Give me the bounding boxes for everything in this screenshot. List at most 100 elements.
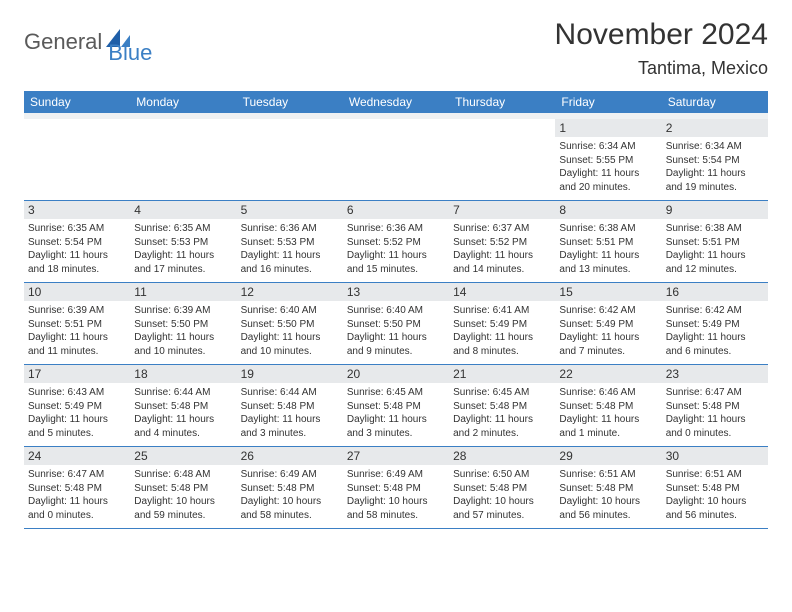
day-details: Sunrise: 6:39 AMSunset: 5:50 PMDaylight:… bbox=[134, 304, 232, 358]
day-details: Sunrise: 6:41 AMSunset: 5:49 PMDaylight:… bbox=[453, 304, 551, 358]
daylight-text: Daylight: 11 hours and 15 minutes. bbox=[347, 249, 445, 276]
day-cell: 16Sunrise: 6:42 AMSunset: 5:49 PMDayligh… bbox=[662, 283, 768, 364]
daylight-text: Daylight: 11 hours and 6 minutes. bbox=[666, 331, 764, 358]
day-cell: 26Sunrise: 6:49 AMSunset: 5:48 PMDayligh… bbox=[237, 447, 343, 528]
daylight-text: Daylight: 11 hours and 8 minutes. bbox=[453, 331, 551, 358]
day-details: Sunrise: 6:36 AMSunset: 5:52 PMDaylight:… bbox=[347, 222, 445, 276]
daylight-text: Daylight: 11 hours and 17 minutes. bbox=[134, 249, 232, 276]
sunrise-text: Sunrise: 6:50 AM bbox=[453, 468, 551, 482]
day-cell: 30 Sunrise: 6:51 AMSunset: 5:48 PMDayligh… bbox=[662, 447, 768, 528]
sunset-text: Sunset: 5:48 PM bbox=[28, 482, 126, 496]
day-details: Sunrise: 6:44 AMSunset: 5:48 PMDaylight:… bbox=[134, 386, 232, 440]
sunset-text: Sunset: 5:48 PM bbox=[347, 482, 445, 496]
day-number: 29 bbox=[555, 447, 661, 465]
day-cell: 2 Sunrise: 6:34 AMSunset: 5:54 PMDaylight… bbox=[662, 119, 768, 200]
day-details: Sunrise: 6:38 AMSunset: 5:51 PMDaylight:… bbox=[666, 222, 764, 276]
dow-cell: Thursday bbox=[449, 91, 555, 113]
sunrise-text: Sunrise: 6:45 AM bbox=[347, 386, 445, 400]
day-cell: 5Sunrise: 6:36 AMSunset: 5:53 PMDaylight… bbox=[237, 201, 343, 282]
sunset-text: Sunset: 5:48 PM bbox=[134, 400, 232, 414]
day-number: 18 bbox=[130, 365, 236, 383]
sunset-text: Sunset: 5:48 PM bbox=[134, 482, 232, 496]
day-details: Sunrise: 6:45 AMSunset: 5:48 PMDaylight:… bbox=[347, 386, 445, 440]
day-details: Sunrise: 6:50 AMSunset: 5:48 PMDaylight:… bbox=[453, 468, 551, 522]
dow-cell: Tuesday bbox=[237, 91, 343, 113]
week-row: 10Sunrise: 6:39 AMSunset: 5:51 PMDayligh… bbox=[24, 283, 768, 365]
sunset-text: Sunset: 5:48 PM bbox=[241, 400, 339, 414]
day-number: 3 bbox=[24, 201, 130, 219]
daylight-text: Daylight: 11 hours and 5 minutes. bbox=[28, 413, 126, 440]
day-details: Sunrise: 6:38 AMSunset: 5:51 PMDaylight:… bbox=[559, 222, 657, 276]
day-details: Sunrise: 6:35 AMSunset: 5:54 PMDaylight:… bbox=[28, 222, 126, 276]
day-details: Sunrise: 6:34 AMSunset: 5:54 PMDaylight:… bbox=[666, 140, 764, 194]
day-details: Sunrise: 6:36 AMSunset: 5:53 PMDaylight:… bbox=[241, 222, 339, 276]
sunset-text: Sunset: 5:50 PM bbox=[134, 318, 232, 332]
week-row: 24Sunrise: 6:47 AMSunset: 5:48 PMDayligh… bbox=[24, 447, 768, 529]
sunrise-text: Sunrise: 6:34 AM bbox=[559, 140, 657, 154]
sunset-text: Sunset: 5:49 PM bbox=[559, 318, 657, 332]
day-details: Sunrise: 6:44 AMSunset: 5:48 PMDaylight:… bbox=[241, 386, 339, 440]
sunrise-text: Sunrise: 6:42 AM bbox=[559, 304, 657, 318]
day-details: Sunrise: 6:49 AMSunset: 5:48 PMDaylight:… bbox=[347, 468, 445, 522]
day-cell: 27Sunrise: 6:49 AMSunset: 5:48 PMDayligh… bbox=[343, 447, 449, 528]
sunset-text: Sunset: 5:53 PM bbox=[241, 236, 339, 250]
daylight-text: Daylight: 11 hours and 16 minutes. bbox=[241, 249, 339, 276]
daylight-text: Daylight: 11 hours and 20 minutes. bbox=[559, 167, 657, 194]
daylight-text: Daylight: 11 hours and 13 minutes. bbox=[559, 249, 657, 276]
location-label: Tantima, Mexico bbox=[555, 58, 768, 79]
day-details: Sunrise: 6:51 AMSunset: 5:48 PMDaylight:… bbox=[666, 468, 764, 522]
sunrise-text: Sunrise: 6:40 AM bbox=[241, 304, 339, 318]
daylight-text: Daylight: 11 hours and 2 minutes. bbox=[453, 413, 551, 440]
sunset-text: Sunset: 5:49 PM bbox=[28, 400, 126, 414]
sunset-text: Sunset: 5:52 PM bbox=[453, 236, 551, 250]
day-details: Sunrise: 6:43 AMSunset: 5:49 PMDaylight:… bbox=[28, 386, 126, 440]
dow-cell: Wednesday bbox=[343, 91, 449, 113]
day-of-week-header: SundayMondayTuesdayWednesdayThursdayFrid… bbox=[24, 91, 768, 113]
day-number: 24 bbox=[24, 447, 130, 465]
sunrise-text: Sunrise: 6:47 AM bbox=[28, 468, 126, 482]
day-details: Sunrise: 6:49 AMSunset: 5:48 PMDaylight:… bbox=[241, 468, 339, 522]
daylight-text: Daylight: 11 hours and 0 minutes. bbox=[28, 495, 126, 522]
daylight-text: Daylight: 11 hours and 3 minutes. bbox=[241, 413, 339, 440]
day-number: 8 bbox=[555, 201, 661, 219]
day-cell: 7Sunrise: 6:37 AMSunset: 5:52 PMDaylight… bbox=[449, 201, 555, 282]
sunset-text: Sunset: 5:48 PM bbox=[241, 482, 339, 496]
day-cell: 4Sunrise: 6:35 AMSunset: 5:53 PMDaylight… bbox=[130, 201, 236, 282]
daylight-text: Daylight: 10 hours and 57 minutes. bbox=[453, 495, 551, 522]
sunset-text: Sunset: 5:49 PM bbox=[666, 318, 764, 332]
sunset-text: Sunset: 5:48 PM bbox=[347, 400, 445, 414]
sunrise-text: Sunrise: 6:36 AM bbox=[241, 222, 339, 236]
day-number: 21 bbox=[449, 365, 555, 383]
sunset-text: Sunset: 5:54 PM bbox=[28, 236, 126, 250]
day-details: Sunrise: 6:40 AMSunset: 5:50 PMDaylight:… bbox=[241, 304, 339, 358]
day-cell: 21Sunrise: 6:45 AMSunset: 5:48 PMDayligh… bbox=[449, 365, 555, 446]
sunrise-text: Sunrise: 6:47 AM bbox=[666, 386, 764, 400]
daylight-text: Daylight: 10 hours and 58 minutes. bbox=[347, 495, 445, 522]
sunset-text: Sunset: 5:54 PM bbox=[666, 154, 764, 168]
sunset-text: Sunset: 5:49 PM bbox=[453, 318, 551, 332]
daylight-text: Daylight: 11 hours and 9 minutes. bbox=[347, 331, 445, 358]
dow-cell: Monday bbox=[130, 91, 236, 113]
sunset-text: Sunset: 5:50 PM bbox=[241, 318, 339, 332]
day-number: 2 bbox=[662, 119, 768, 137]
day-number: 6 bbox=[343, 201, 449, 219]
sunrise-text: Sunrise: 6:38 AM bbox=[666, 222, 764, 236]
day-cell: 15Sunrise: 6:42 AMSunset: 5:49 PMDayligh… bbox=[555, 283, 661, 364]
day-number: 28 bbox=[449, 447, 555, 465]
day-number: 20 bbox=[343, 365, 449, 383]
day-cell: 10Sunrise: 6:39 AMSunset: 5:51 PMDayligh… bbox=[24, 283, 130, 364]
dow-cell: Friday bbox=[555, 91, 661, 113]
daylight-text: Daylight: 11 hours and 7 minutes. bbox=[559, 331, 657, 358]
sunset-text: Sunset: 5:48 PM bbox=[666, 400, 764, 414]
daylight-text: Daylight: 11 hours and 3 minutes. bbox=[347, 413, 445, 440]
day-number: 23 bbox=[662, 365, 768, 383]
day-number: 12 bbox=[237, 283, 343, 301]
day-details: Sunrise: 6:48 AMSunset: 5:48 PMDaylight:… bbox=[134, 468, 232, 522]
day-details: Sunrise: 6:39 AMSunset: 5:51 PMDaylight:… bbox=[28, 304, 126, 358]
day-details: Sunrise: 6:47 AMSunset: 5:48 PMDaylight:… bbox=[28, 468, 126, 522]
daylight-text: Daylight: 11 hours and 1 minute. bbox=[559, 413, 657, 440]
sunrise-text: Sunrise: 6:46 AM bbox=[559, 386, 657, 400]
sunset-text: Sunset: 5:53 PM bbox=[134, 236, 232, 250]
daylight-text: Daylight: 10 hours and 58 minutes. bbox=[241, 495, 339, 522]
day-number: 30 bbox=[662, 447, 768, 465]
